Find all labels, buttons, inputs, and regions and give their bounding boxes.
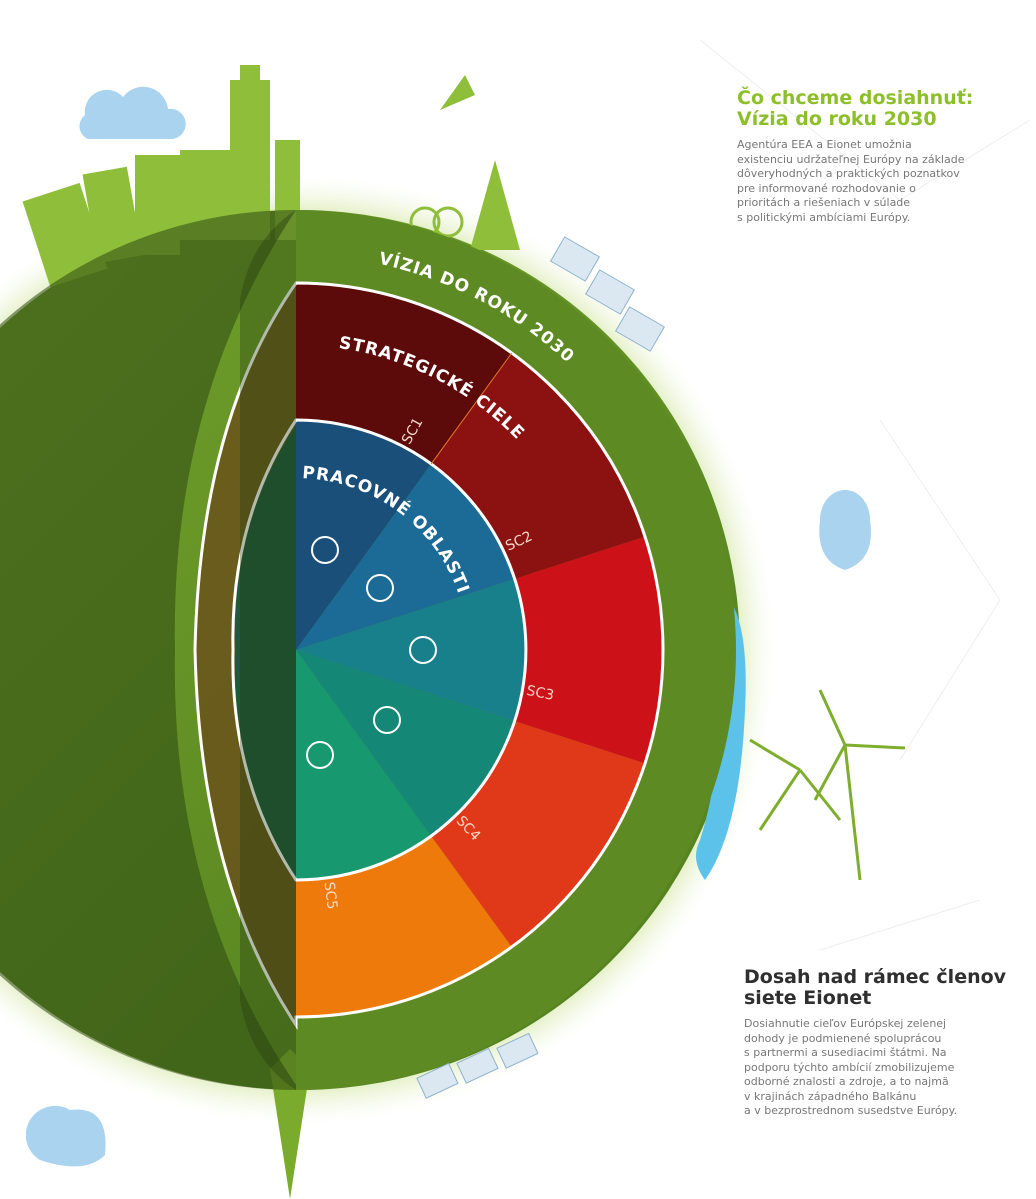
text-line: a v bezprostrednom susedstve Európy. — [744, 1104, 1006, 1119]
text-line: Agentúra EEA a Eionet umožnia — [737, 138, 973, 153]
outreach-block: Dosah nad rámec členov siete Eionet Dosi… — [744, 967, 1006, 1119]
title-line: siete Eionet — [744, 988, 1006, 1009]
wind-turbines — [750, 690, 905, 880]
text-line: podporu týchto ambícií zmobilizujeme — [744, 1061, 1006, 1076]
text-line: prioritách a riešeniach v súlade — [737, 196, 973, 211]
vision-block: Čo chceme dosiahnuť: Vízia do roku 2030 … — [737, 88, 973, 225]
text-line: existenciu udržateľnej Európy na základe — [737, 153, 973, 168]
title-line: Dosah nad rámec členov — [744, 967, 1006, 988]
text-line: s partnermi a susediacimi štátmi. Na — [744, 1046, 1006, 1061]
text-line: s politickými ambíciami Európy. — [737, 211, 973, 226]
text-line: Dosiahnutie cieľov Európskej zelenej — [744, 1017, 1006, 1032]
goal-label: SC5 — [321, 881, 340, 910]
vision-title: Čo chceme dosiahnuť: Vízia do roku 2030 — [737, 88, 973, 130]
outreach-title: Dosah nad rámec členov siete Eionet — [744, 967, 1006, 1009]
title-line: Čo chceme dosiahnuť: — [737, 88, 973, 109]
page: {"vision": {"title": ["Čo chceme dosiahn… — [0, 0, 1036, 1199]
text-line: pre informované rozhodovanie o — [737, 182, 973, 197]
text-line: dôveryhodných a praktických poznatkov — [737, 167, 973, 182]
text-line: v krajinách západného Balkánu — [744, 1090, 1006, 1105]
title-line: Vízia do roku 2030 — [737, 109, 973, 130]
cut-face — [240, 210, 296, 1090]
text-line: dohody je podmienené spoluprácou — [744, 1032, 1006, 1047]
text-line: odborné znalosti a zdroje, a to najmä — [744, 1075, 1006, 1090]
